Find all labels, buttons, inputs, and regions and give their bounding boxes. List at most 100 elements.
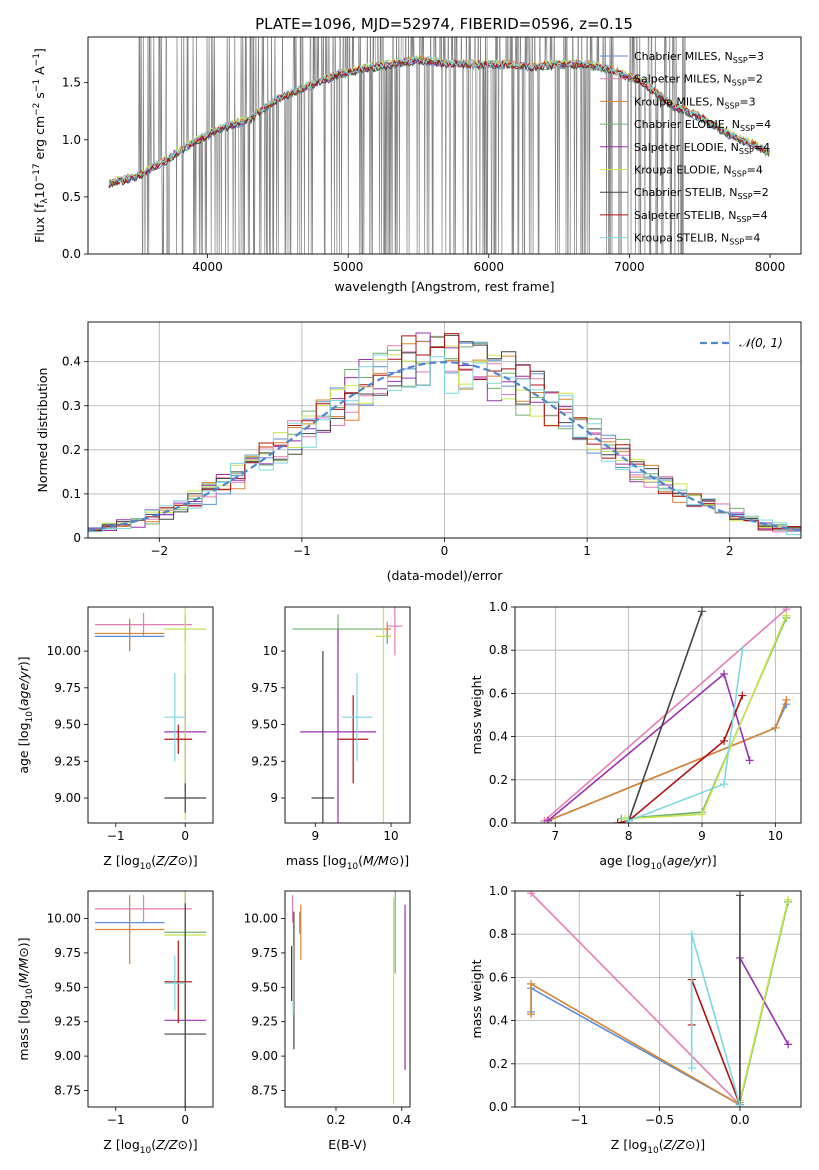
- y-tick-label: 9.00: [251, 1049, 278, 1063]
- legend-label-part: =3: [748, 50, 764, 63]
- label-subscript: 10: [647, 1146, 659, 1156]
- x-tick-label: −1: [293, 544, 311, 558]
- legend-label-part: =3: [739, 95, 755, 108]
- y-label-part: 10: [32, 182, 47, 198]
- y-tick-label: 0.0: [489, 816, 508, 830]
- label-part: )]: [188, 853, 198, 868]
- label-subscript: 10: [347, 862, 359, 872]
- x-axis-label: (data-model)/error: [387, 568, 504, 583]
- x-tick-label: −2: [150, 544, 168, 558]
- y-tick-label: 0.2: [489, 773, 508, 787]
- y-tick-label: 0.4: [62, 355, 81, 369]
- y-tick-label: 0.8: [489, 927, 508, 941]
- legend-label-part: =2: [747, 73, 763, 86]
- label-subscript: 10: [140, 862, 152, 872]
- x-tick-label: 0: [181, 829, 189, 843]
- y-tick-label: 9.00: [54, 791, 81, 805]
- y-tick-label: 9.75: [251, 946, 278, 960]
- y-axis-label: mass weight: [469, 675, 484, 754]
- x-axis-label: age [log10(age/yr)]: [599, 853, 716, 872]
- x-tick-label: 7000: [614, 260, 645, 274]
- x-tick-label: −1: [107, 1113, 125, 1127]
- plot-area: [292, 607, 403, 823]
- label-subscript: 10: [651, 862, 663, 872]
- y-label-part: ]: [32, 48, 47, 53]
- label-part: age [log: [16, 722, 31, 773]
- mass-weight-marker: [735, 1100, 744, 1107]
- y-tick-label: 9.75: [54, 681, 81, 695]
- mass-weight-marker: [544, 816, 552, 823]
- mass-weight-marker: [745, 756, 754, 765]
- x-tick-label: 2: [726, 544, 734, 558]
- label-subscript: 10: [140, 1146, 152, 1156]
- legend-label-part: Kroupa STELIB, N: [634, 232, 729, 245]
- mass-weight-marker: [735, 891, 744, 900]
- x-tick-label: 0: [441, 544, 449, 558]
- label-part: (: [16, 706, 31, 711]
- legend-label-sub: SSP: [733, 56, 748, 65]
- y-tick-label: 10.00: [244, 912, 278, 926]
- label-part: (: [358, 853, 363, 868]
- legend-label-sub: SSP: [732, 170, 747, 179]
- legend-label-part: Kroupa ELODIE, N: [634, 164, 732, 177]
- y-tick-label: 9: [270, 791, 278, 805]
- y-tick-label: 0.1: [62, 487, 81, 501]
- legend-label-part: =4: [751, 209, 767, 222]
- mass-weight-marker: [782, 611, 791, 620]
- y-tick-label: 9.50: [251, 718, 278, 732]
- label-part: mass [log: [16, 1000, 31, 1061]
- x-tick-label: 7: [552, 829, 560, 843]
- label-italic: M/M⊙: [16, 947, 31, 983]
- mass-weight-marker: [738, 646, 747, 655]
- y-tick-label: 9.50: [251, 980, 278, 994]
- mass-weight-marker: [784, 895, 793, 904]
- x-axis-label: Z [log10(Z/Z⊙)]: [611, 1137, 705, 1156]
- legend-label-part: Salpeter ELODIE, N: [634, 141, 739, 154]
- label-italic: Z/Z⊙: [155, 1137, 188, 1152]
- label-part: (: [659, 1137, 664, 1152]
- label-part: Z [log: [103, 853, 139, 868]
- mass-weight-line: [617, 695, 744, 823]
- y-tick-label: 8.75: [251, 1083, 278, 1097]
- y-tick-label: 0.0: [62, 247, 81, 261]
- legend-label-sub: SSP: [732, 79, 747, 88]
- mass-weight-marker: [613, 819, 622, 823]
- x-tick-label: 0.4: [392, 1113, 411, 1127]
- label-part: (: [151, 1137, 156, 1152]
- y-tick-label: 0.4: [489, 730, 508, 744]
- mass-weight-marker: [720, 780, 728, 789]
- legend-label: Kroupa STELIB, NSSP=4: [634, 232, 760, 247]
- legend-label-part: Chabrier ELODIE, N: [634, 118, 740, 131]
- y-tick-label: 9.25: [251, 754, 278, 768]
- y-tick-label: 0.2: [62, 443, 81, 457]
- mass-weight-marker: [527, 891, 536, 898]
- y-tick-label: 9.75: [251, 681, 278, 695]
- legend-label-sub: SSP: [738, 192, 753, 201]
- label-part: age [log: [599, 853, 650, 868]
- figure-title: PLATE=1096, MJD=52974, FIBERID=0596, z=0…: [255, 15, 633, 33]
- mass-weight-marker: [784, 1040, 793, 1049]
- label-subscript: 10: [25, 711, 35, 723]
- residuals-panel: −2 −1 0 1 2 0 0.1 0.2 0.3 0.4 (data-model)/error No…: [35, 321, 802, 583]
- y-tick-label: 9.75: [54, 946, 81, 960]
- x-tick-label: −1: [570, 1113, 588, 1127]
- y-tick-label: 0.6: [489, 970, 508, 984]
- x-axis-label: Z [log10(Z/Z⊙)]: [103, 1137, 197, 1156]
- x-tick-label: −0.5: [645, 1113, 674, 1127]
- x-axis-label: mass [log10(M/M⊙)]: [286, 853, 409, 872]
- model-spectrum-line: [108, 55, 770, 186]
- legend-label-sub: SSP: [724, 101, 739, 110]
- legend-label-sub: SSP: [736, 215, 751, 224]
- axes-frame: [87, 321, 802, 539]
- legend-label-sub: SSP: [739, 147, 754, 156]
- legend-label: 𝒩(0, 1): [739, 336, 783, 350]
- legend-label-part: Salpeter MILES, N: [634, 73, 732, 86]
- y-tick-label: 0.6: [489, 686, 508, 700]
- y-label-part: erg cm: [32, 116, 47, 164]
- x-axis-label: E(B-V): [328, 1137, 367, 1152]
- legend-label-sub: SSP: [729, 238, 744, 247]
